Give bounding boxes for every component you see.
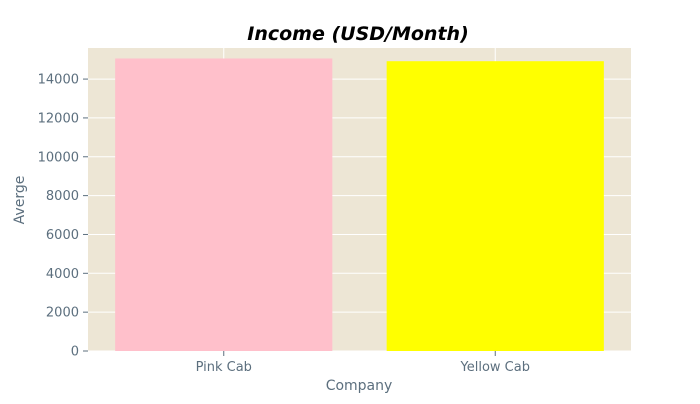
- y-axis-label: Averge: [12, 176, 28, 225]
- y-tick-label-7: 14000: [38, 73, 79, 88]
- bar-yellow-cab: [386, 61, 604, 351]
- y-tick-label-3: 6000: [46, 228, 79, 243]
- y-tick-label-1: 2000: [46, 306, 79, 321]
- x-axis-ticks: Pink Cab Yellow Cab: [196, 351, 530, 375]
- y-tick-label-0: 0: [71, 345, 79, 360]
- y-tick-label-5: 10000: [38, 150, 79, 165]
- x-axis-label: Company: [326, 378, 393, 394]
- y-tick-label-4: 8000: [46, 189, 79, 204]
- chart-title: Income (USD/Month): [247, 23, 469, 45]
- bar-pink-cab: [115, 58, 333, 351]
- y-tick-label-2: 4000: [46, 267, 79, 282]
- y-axis-ticks: 0 2000 4000 6000 8000 10000 12000 14000: [38, 73, 88, 360]
- x-tick-label-0: Pink Cab: [196, 360, 252, 375]
- y-tick-label-6: 12000: [38, 111, 79, 126]
- bars: [115, 58, 604, 351]
- x-tick-label-1: Yellow Cab: [460, 360, 530, 375]
